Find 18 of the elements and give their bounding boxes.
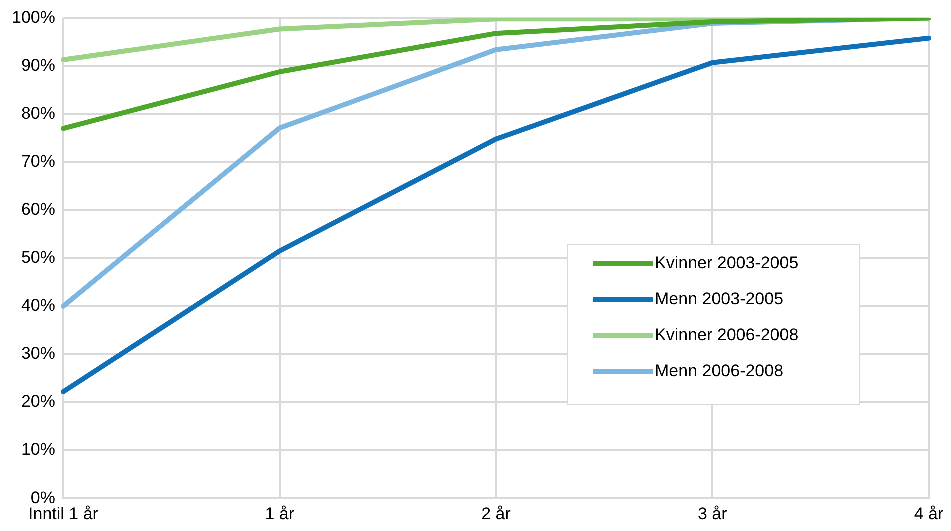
y-tick-label: 70% [21, 152, 56, 172]
x-tick-label: 2 år [482, 504, 512, 524]
x-tick-label: 3 år [698, 504, 728, 524]
y-tick-label: 50% [21, 248, 56, 268]
y-tick-label: 10% [21, 440, 56, 460]
legend-label: Menn 2006-2008 [655, 362, 784, 381]
y-tick-label: 30% [21, 344, 56, 364]
legend-label: Menn 2003-2005 [655, 290, 784, 309]
x-tick-label: 1 år [265, 504, 295, 524]
y-tick-label: 60% [21, 200, 56, 220]
y-tick-label: 20% [21, 392, 56, 412]
x-tick-label: 4 år [914, 504, 944, 524]
y-tick-label: 40% [21, 296, 56, 316]
legend-label: Kvinner 2006-2008 [655, 326, 799, 345]
legend-label: Kvinner 2003-2005 [655, 254, 799, 273]
y-tick-label: 80% [21, 104, 56, 123]
y-tick-label: 100% [12, 8, 56, 27]
y-tick-label: 90% [21, 56, 56, 75]
